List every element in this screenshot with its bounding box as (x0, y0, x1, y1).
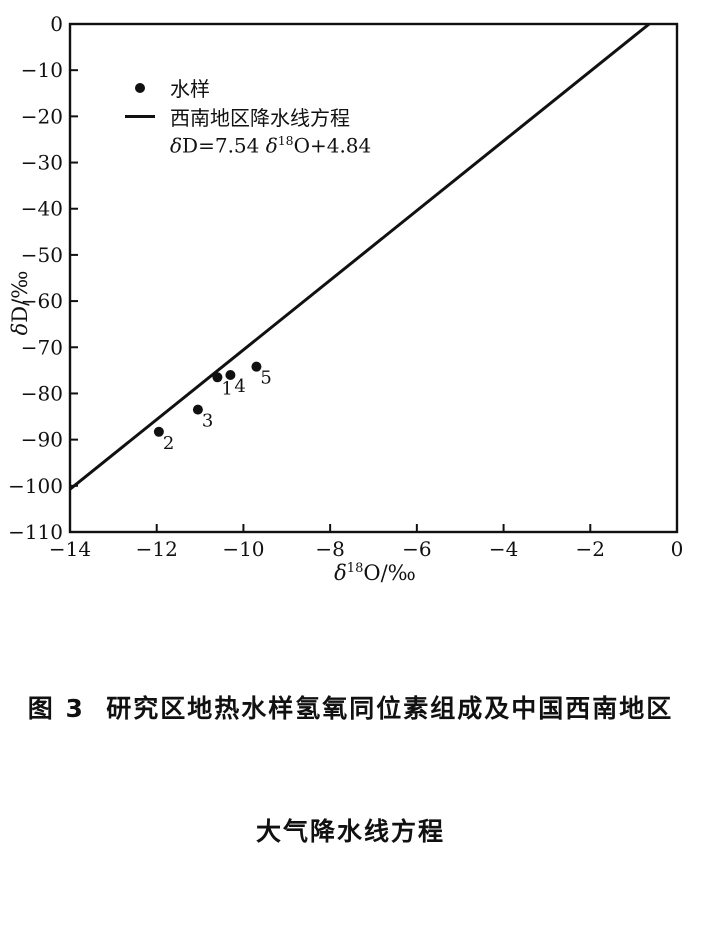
y-tick-label: −70 (21, 335, 63, 359)
data-point-2 (153, 426, 164, 437)
y-axis-label: δD/‰ (8, 248, 32, 358)
data-point-label-2: 2 (163, 433, 174, 454)
isotope-scatter-chart: −14 −12 −10 −8 −6 −4 −2 00−10−20−30−40−50−60−70… (8, 12, 684, 561)
x-tick-label: −10 (222, 537, 264, 561)
x-tick-label: −14 (49, 537, 91, 561)
data-point-label-5: 5 (260, 368, 271, 389)
y-tick-label: −30 (21, 151, 63, 175)
legend-item-precipitation-line: 西南地区降水线方程 (124, 102, 371, 131)
figure-caption: 图 3 研究区地热水样氢氧同位素组成及中国西南地区 大气降水线方程 (0, 606, 701, 934)
y-label-delta: δ (8, 322, 32, 336)
legend-marker-col (124, 115, 156, 118)
legend-line-label: 西南地区降水线方程 (170, 106, 350, 130)
y-tick-label: −90 (21, 428, 63, 452)
line-marker-icon (125, 115, 155, 118)
x-tick-label: −12 (136, 537, 178, 561)
data-point-label-1: 1 (221, 378, 232, 399)
x-axis-label: δ18O/‰ (300, 561, 450, 585)
figure: −14 −12 −10 −8 −6 −4 −2 0 0 −10 −20 −30 −40 −50 −60 −70… (8, 12, 684, 846)
x-label-delta: δ (334, 561, 347, 585)
data-point-label-4: 4 (234, 376, 245, 397)
equation-sup18: 18 (277, 133, 294, 149)
chart-legend: 水样 西南地区降水线方程 δD=7.54 δ18O+4.84 (124, 73, 371, 160)
caption-line-1: 图 3 研究区地热水样氢氧同位素组成及中国西南地区 (27, 694, 674, 723)
x-label-rest: O/‰ (363, 561, 416, 585)
x-tick-label: −2 (576, 537, 605, 561)
x-tick-label: −8 (315, 537, 344, 561)
plot-frame (68, 22, 679, 534)
data-point-3 (192, 404, 203, 415)
y-tick-label: −40 (21, 197, 63, 221)
y-tick-label: −10 (21, 58, 63, 82)
data-point-4 (225, 369, 236, 380)
y-label-rest: D/‰ (8, 270, 32, 323)
legend-sample-label: 水样 (170, 77, 210, 101)
sample-dot-icon (135, 82, 145, 93)
x-label-sup18: 18 (346, 561, 364, 576)
legend-equation-row: δD=7.54 δ18O+4.84 (124, 131, 371, 160)
y-tick-label: −100 (8, 474, 63, 498)
y-tick-label: −110 (8, 520, 63, 544)
meteoric-water-line (69, 22, 651, 491)
x-tick-label: −6 (402, 537, 431, 561)
equation-delta1: δ (170, 133, 183, 158)
data-point-1 (212, 372, 223, 383)
caption-line-2: 大气降水线方程 (255, 817, 445, 846)
equation-part2: O+4.84 (293, 133, 372, 158)
data-point-label-3: 3 (202, 411, 213, 432)
legend-marker-col (124, 82, 156, 93)
y-tick-label: −50 (21, 243, 63, 267)
data-point-5 (251, 361, 262, 372)
legend-item-water-sample: 水样 (124, 73, 371, 102)
y-tick-label: −80 (21, 381, 63, 405)
y-tick-label: −60 (21, 289, 63, 313)
precipitation-line-equation: δD=7.54 δ18O+4.84 (170, 133, 371, 158)
y-tick-label: −20 (21, 104, 63, 128)
equation-part1: D=7.54 (182, 133, 266, 158)
x-tick-label: −4 (489, 537, 518, 561)
equation-delta2: δ (265, 133, 278, 158)
x-tick-label: 0 (671, 537, 684, 561)
y-tick-label: 0 (50, 12, 63, 36)
